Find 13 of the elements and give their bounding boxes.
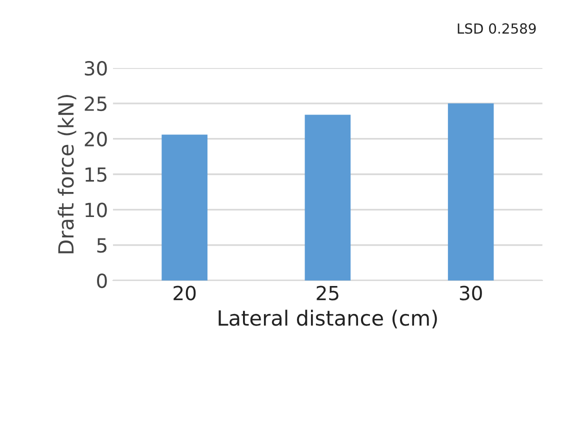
y-tick-label: 0 bbox=[97, 273, 107, 288]
y-tick-label: 15 bbox=[86, 167, 106, 182]
y-tick-label: 30 bbox=[84, 60, 107, 76]
x-tick-label: 30 bbox=[460, 286, 482, 300]
x-tick-label: 20 bbox=[174, 286, 196, 300]
text: LSD 0.2589 bbox=[458, 23, 536, 34]
y-tick-label: 10 bbox=[86, 202, 107, 218]
x-tick-label: 25 bbox=[316, 286, 338, 300]
y-tick-label: 25 bbox=[84, 96, 106, 112]
y-axis-title: Draft force (kN) bbox=[58, 94, 76, 254]
x-axis-title: Lateral distance (cm) bbox=[218, 310, 437, 328]
y-tick-label: 20 bbox=[84, 132, 107, 146]
y-tick-label: 5 bbox=[97, 238, 106, 253]
